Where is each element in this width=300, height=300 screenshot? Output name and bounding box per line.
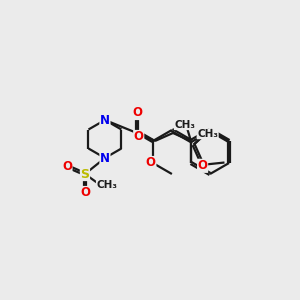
Text: O: O xyxy=(62,160,72,173)
Text: N: N xyxy=(100,113,110,127)
Text: O: O xyxy=(146,157,156,169)
Text: CH₃: CH₃ xyxy=(174,120,195,130)
Text: O: O xyxy=(80,187,90,200)
Text: O: O xyxy=(134,130,144,143)
Text: N: N xyxy=(100,152,110,164)
Text: S: S xyxy=(80,167,89,181)
Text: O: O xyxy=(132,106,142,119)
Text: CH₃: CH₃ xyxy=(197,129,218,139)
Text: CH₃: CH₃ xyxy=(96,180,117,190)
Text: O: O xyxy=(198,159,208,172)
